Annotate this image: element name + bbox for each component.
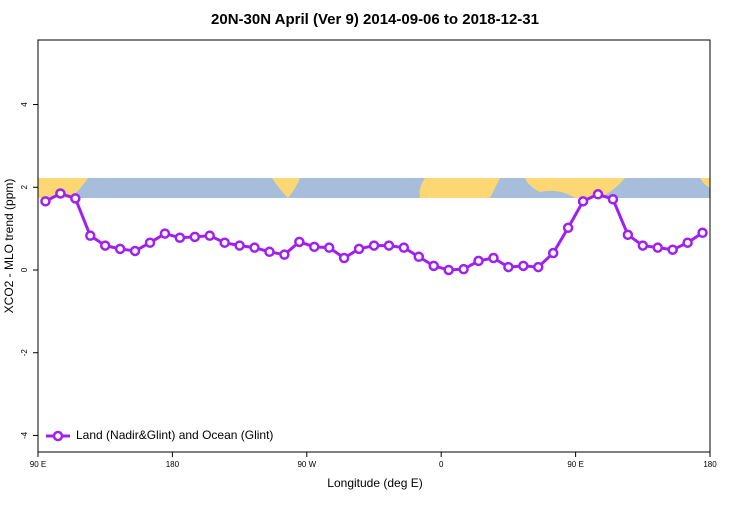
y-axis-label: XCO2 - MLO trend (ppm) (2, 179, 16, 314)
point (249, 242, 260, 253)
y-tick-label: 2 (20, 184, 29, 189)
x-tick-label: 90 E (567, 460, 583, 469)
point (503, 261, 514, 273)
x-tick-label: 180 (166, 460, 180, 469)
point (622, 229, 634, 241)
y-tick-label: 0 (20, 267, 29, 272)
chart-title: 20N-30N April (Ver 9) 2014-09-06 to 2018… (211, 11, 539, 28)
point (577, 196, 589, 207)
point (323, 242, 335, 253)
point (144, 237, 156, 248)
point (592, 189, 604, 200)
point (159, 228, 171, 239)
point (473, 255, 484, 267)
point (174, 232, 186, 243)
point (204, 230, 215, 241)
point (428, 260, 439, 272)
plot-frame (37, 39, 711, 453)
point (398, 242, 410, 253)
point (309, 241, 320, 253)
point (697, 227, 708, 239)
x-tick-label: 0 (439, 460, 444, 469)
point (562, 222, 574, 234)
point (234, 240, 245, 251)
series-line (44, 191, 704, 272)
x-tick-label: 180 (703, 460, 717, 469)
point (55, 188, 66, 199)
point (652, 242, 663, 253)
point (383, 240, 395, 251)
point (114, 243, 126, 255)
point (338, 252, 350, 264)
map-land (38, 178, 710, 198)
point (667, 244, 678, 255)
x-tick-label: 90 E (30, 460, 46, 469)
point (219, 237, 230, 248)
point (85, 230, 96, 241)
x-tick-label: 90 W (297, 460, 316, 469)
point (443, 264, 454, 276)
point (40, 196, 51, 207)
legend-label: Land (Nadir&Glint) and Ocean (Glint) (76, 428, 273, 442)
point (279, 249, 290, 260)
point (458, 263, 469, 275)
legend-marker (52, 430, 64, 442)
point (518, 260, 529, 272)
point (294, 236, 305, 248)
y-tick-label: 4 (20, 102, 29, 107)
x-axis-label: Longitude (deg E) (327, 476, 422, 490)
point (129, 245, 141, 257)
point (368, 240, 380, 251)
point (607, 194, 619, 205)
y-tick-label: -4 (20, 431, 29, 439)
point (533, 261, 544, 273)
point (264, 246, 275, 258)
point (99, 240, 111, 251)
point (547, 247, 559, 259)
point (189, 231, 201, 243)
point (682, 237, 693, 248)
y-tick-label: -2 (20, 349, 29, 357)
point (488, 252, 499, 264)
point (353, 243, 365, 255)
point (637, 240, 649, 251)
point (413, 251, 425, 263)
point (70, 193, 81, 204)
